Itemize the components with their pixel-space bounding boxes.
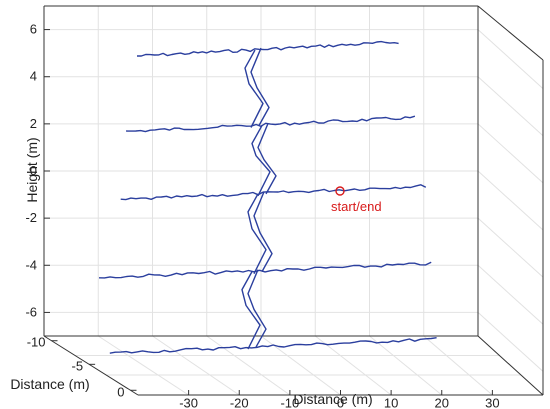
- grid-line: [206, 335, 291, 396]
- depth-tick-label: -10: [27, 335, 46, 350]
- grid-line: [314, 335, 392, 396]
- stairs-path: [244, 47, 270, 128]
- distance-tick-label: -10: [280, 396, 299, 409]
- grid-line: [97, 335, 189, 396]
- grid-line: [477, 76, 544, 137]
- stairs-path: [251, 123, 277, 197]
- grid-line: [369, 335, 443, 396]
- height-tick-label: -2: [25, 210, 37, 225]
- height-tick-label: 0: [30, 163, 37, 178]
- floor-path: [120, 184, 427, 201]
- height-tick-label: 4: [30, 69, 37, 84]
- height-tick-label: -6: [25, 304, 37, 319]
- distance-axis-label: Distance (m): [293, 391, 372, 407]
- floor-path: [109, 337, 437, 354]
- height-tick-label: 6: [30, 22, 37, 37]
- grid-line: [477, 29, 544, 89]
- grid-line: [423, 335, 493, 396]
- box-edge: [477, 5, 544, 61]
- grid-line: [477, 217, 544, 278]
- distance-tick-label: -30: [179, 396, 198, 409]
- depth-tick-label: 0: [117, 384, 124, 399]
- distance-tick-label: 0: [337, 396, 344, 409]
- grid-line: [152, 335, 240, 396]
- grid: [44, 6, 544, 396]
- grid-line: [477, 170, 544, 231]
- start-end-label: start/end: [331, 199, 382, 214]
- depth-tick-label: -5: [72, 358, 84, 373]
- floor-path: [137, 40, 399, 57]
- stairs-path: [247, 191, 273, 274]
- height-tick-label: -4: [25, 257, 37, 272]
- distance-tick-label: -20: [230, 396, 249, 409]
- depth-axis-label: Distance (m): [10, 376, 89, 392]
- axes-box: [43, 5, 544, 396]
- distance-tick-label: 10: [384, 396, 398, 409]
- stairs-path: [241, 269, 267, 350]
- grid-line: [477, 264, 544, 325]
- grid-line: [477, 312, 544, 372]
- floor-path: [98, 261, 432, 279]
- box-edge: [477, 335, 544, 396]
- depth-axis-line: [43, 335, 139, 396]
- floor-path: [126, 115, 416, 133]
- height-axis-label: Height (m): [24, 137, 40, 202]
- distance-tick-label: 20: [435, 396, 449, 409]
- start-end-marker: [335, 186, 345, 196]
- trajectory: [98, 40, 437, 354]
- height-tick-label: 2: [30, 116, 37, 131]
- grid-line: [477, 123, 544, 184]
- distance-tick-label: 30: [485, 396, 499, 409]
